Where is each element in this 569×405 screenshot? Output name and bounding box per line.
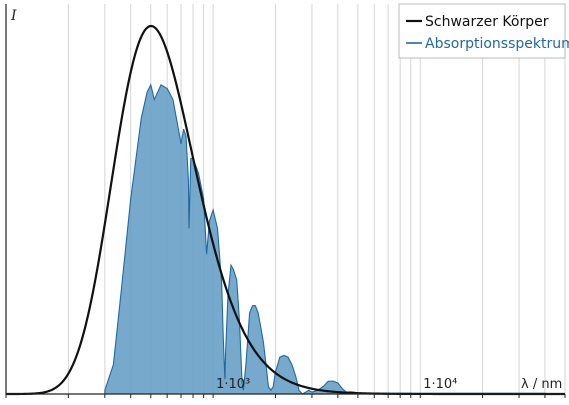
legend: Schwarzer Körper Absorptionsspektrum xyxy=(398,3,569,59)
x-tick-label: 1·10⁴ xyxy=(423,377,457,392)
tick-labels: 1·10³ 1·10⁴ xyxy=(5,377,566,398)
absorption-area xyxy=(104,83,546,395)
legend-label-absorption: Absorptionsspektrum xyxy=(425,36,569,52)
y-axis-label: I xyxy=(10,8,17,24)
axes xyxy=(5,4,565,395)
blackbody-curve xyxy=(6,24,565,396)
x-tick-label: 1·10³ xyxy=(216,377,250,392)
blackbody-curve-layer xyxy=(6,24,565,396)
legend-box xyxy=(398,3,566,59)
x-axis-label: λ / nm xyxy=(521,377,562,392)
legend-label-blackbody: Schwarzer Körper xyxy=(425,14,549,30)
absorption-area-layer xyxy=(104,83,546,395)
grid-lines xyxy=(5,4,566,394)
